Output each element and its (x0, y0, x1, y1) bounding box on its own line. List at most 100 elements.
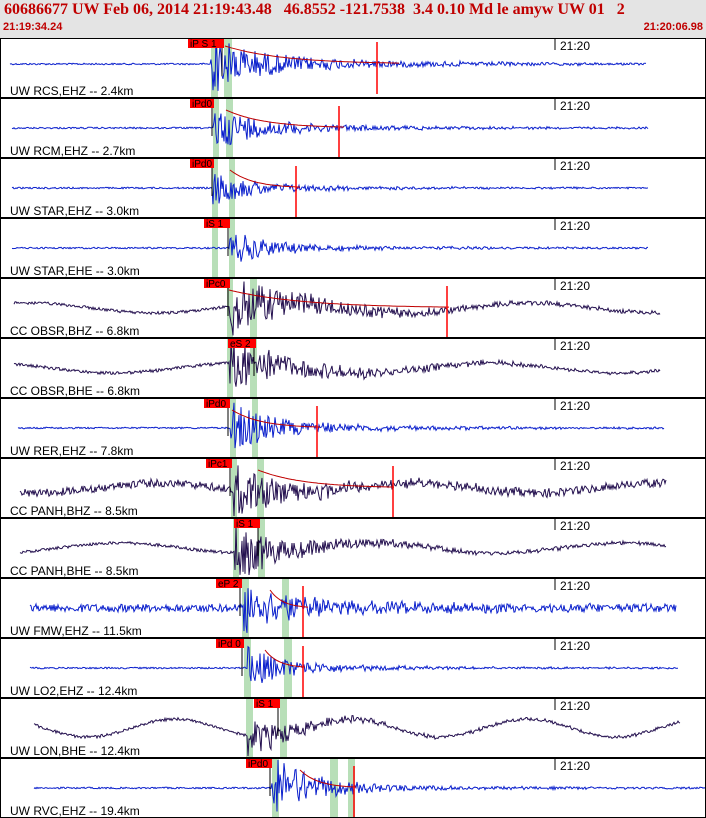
station-label: UW STAR,EHE -- 3.0km (10, 264, 140, 278)
time-mark-label: 21:20 (560, 399, 590, 413)
phase-pick-label: iPd0 (192, 159, 212, 170)
phase-window (229, 158, 235, 218)
trace-panel: eP 2 21:20 UW FMW,EHZ -- 11.5km (0, 578, 706, 638)
waveform (19, 524, 667, 576)
coda-curve (299, 769, 357, 788)
phase-pick-label: iS 1 (236, 519, 254, 530)
time-mark-label: 21:20 (560, 459, 590, 473)
trace-panel: iPd0 21:20 UW RCM,EHZ -- 2.7km (0, 98, 706, 158)
phase-pick-label: eS 2 (230, 339, 251, 350)
seismogram-panels: iP S 1 21:20 UW RCS,EHZ -- 2.4km iPd0 21:20 U… (0, 38, 706, 818)
time-mark-label: 21:20 (560, 39, 590, 53)
coda-curve (231, 409, 321, 428)
trace-panel: iPd0 21:20 UW RVC,EHZ -- 19.4km (0, 758, 706, 818)
pick-label-box[interactable] (204, 398, 230, 408)
phase-pick-label: iPd0 (206, 399, 226, 410)
trace-panel: iPd 0 21:20 UW LO2,EHZ -- 12.4km (0, 638, 706, 698)
pick-label-box[interactable] (254, 698, 280, 708)
station-label: UW LO2,EHZ -- 12.4km (10, 684, 137, 698)
trace-panel: iP S 1 21:20 UW RCS,EHZ -- 2.4km (0, 38, 706, 98)
time-mark-label: 21:20 (560, 759, 590, 773)
waveform (9, 38, 647, 91)
phase-pick-label: iPd 0 (218, 639, 241, 650)
pick-label-box[interactable] (190, 98, 214, 108)
time-mark-label: 21:20 (560, 219, 590, 233)
pick-label-box[interactable] (206, 458, 232, 468)
pick-label-box[interactable] (204, 278, 230, 288)
station-label: UW RCM,EHZ -- 2.7km (10, 144, 135, 158)
station-label: UW FMW,EHZ -- 11.5km (10, 624, 142, 638)
trace-panel: iPc0 21:20 CC OBSR,BHZ -- 6.8km (0, 278, 706, 338)
trace-panel: iS 1 21:20 UW STAR,EHE -- 3.0km (0, 218, 706, 278)
waveform (13, 281, 661, 336)
pick-label-box[interactable] (216, 578, 242, 588)
coda-curve (257, 469, 395, 488)
coda-curve (269, 589, 309, 608)
phase-window (231, 458, 237, 518)
phase-pick-label: iPc1 (208, 459, 228, 470)
pick-label-box[interactable] (216, 638, 244, 648)
phase-window (282, 578, 289, 638)
coda-curve (229, 169, 301, 188)
event-summary: 60686677 UW Feb 06, 2014 21:19:43.48 46.… (4, 1, 625, 18)
phase-window (246, 698, 253, 758)
time-mark-label: 21:20 (560, 699, 590, 713)
pick-label-box[interactable] (246, 758, 272, 768)
station-label: UW RVC,EHZ -- 19.4km (10, 804, 140, 818)
coda-curve (224, 45, 399, 64)
coda-curve (264, 649, 306, 668)
phase-pick-label: iP S 1 (190, 39, 217, 50)
phase-pick-label: iS 1 (256, 699, 274, 710)
time-mark-label: 21:20 (560, 519, 590, 533)
phase-window (233, 518, 239, 578)
waveform (13, 339, 661, 387)
pick-label-box[interactable] (234, 518, 260, 528)
trace-panel: iPd0 21:20 UW STAR,EHZ -- 3.0km (0, 158, 706, 218)
station-label: CC OBSR,BHZ -- 6.8km (10, 324, 139, 338)
station-label: CC OBSR,BHE -- 6.8km (10, 384, 140, 398)
phase-pick-label: eP 2 (218, 579, 239, 590)
station-label: UW RER,EHZ -- 7.8km (10, 444, 133, 458)
phase-window (211, 38, 218, 98)
waveform (19, 465, 667, 517)
phase-pick-label: iS 1 (206, 219, 224, 230)
pick-label-box[interactable] (188, 38, 224, 48)
phase-window (230, 398, 236, 458)
time-mark-label: 21:20 (560, 639, 590, 653)
station-label: CC PANH,BHE -- 8.5km (10, 564, 138, 578)
phase-window (280, 698, 287, 758)
time-mark-label: 21:20 (560, 339, 590, 353)
trace-panel: iS 1 21:20 UW LON,BHE -- 12.4km (0, 698, 706, 758)
waveform (33, 715, 681, 757)
trace-panel: iS 1 21:20 CC PANH,BHE -- 8.5km (0, 518, 706, 578)
station-label: UW STAR,EHZ -- 3.0km (10, 204, 139, 218)
waveform (29, 588, 677, 633)
phase-window (284, 638, 292, 698)
phase-window (272, 758, 279, 818)
pick-label-box[interactable] (204, 218, 230, 228)
waveform (11, 174, 648, 205)
time-mark-label: 21:20 (560, 579, 590, 593)
station-label: CC PANH,BHZ -- 8.5km (10, 504, 138, 518)
trace-panel: iPd0 21:20 UW RER,EHZ -- 7.8km (0, 398, 706, 458)
pick-label-box[interactable] (190, 158, 214, 168)
trace-panel: eS 2 21:20 CC OBSR,BHE -- 6.8km (0, 338, 706, 398)
trace-panel: iPc1 21:20 CC PANH,BHZ -- 8.5km (0, 458, 706, 518)
coda-curve (228, 289, 449, 308)
waveform (29, 645, 678, 683)
waveform (11, 113, 649, 146)
waveform (33, 759, 706, 812)
pick-label-box[interactable] (228, 338, 256, 348)
time-mark-label: 21:20 (560, 159, 590, 173)
phase-pick-label: iPd0 (192, 99, 212, 110)
waveform (11, 234, 648, 262)
station-label: UW LON,BHE -- 12.4km (10, 744, 140, 758)
coda-curve (225, 109, 345, 128)
waveform (17, 402, 665, 449)
phase-pick-label: iPd0 (248, 759, 268, 770)
phase-window (212, 158, 218, 218)
phase-pick-label: iPc0 (206, 279, 226, 290)
window-start-time: 21:19:34.24 (3, 21, 63, 33)
time-mark-label: 21:20 (560, 279, 590, 293)
station-label: UW RCS,EHZ -- 2.4km (10, 84, 133, 98)
